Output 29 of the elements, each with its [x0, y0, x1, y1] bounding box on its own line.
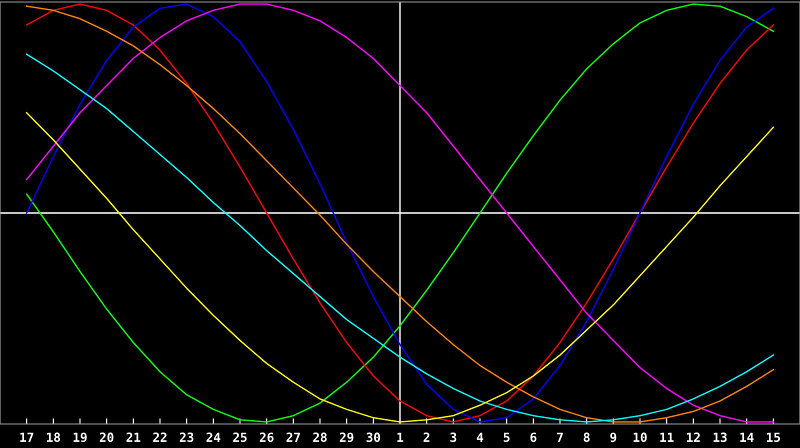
- x-tick-label: 4: [476, 432, 484, 442]
- x-tick-label: 12: [686, 432, 700, 442]
- x-tick-label: 26: [260, 432, 274, 442]
- x-tick-label: 30: [366, 432, 380, 442]
- x-tick-label: 23: [180, 432, 194, 442]
- x-tick-label: 9: [610, 432, 616, 442]
- x-tick-label: 24: [206, 432, 220, 442]
- x-tick-label: 20: [100, 432, 114, 442]
- x-tick-label: 18: [46, 432, 60, 442]
- x-tick-label: 17: [20, 432, 34, 442]
- x-tick-label: 1: [397, 432, 404, 442]
- x-tick-label: 11: [660, 432, 674, 442]
- x-tick-label: 28: [313, 432, 327, 442]
- x-tick-label: 27: [286, 432, 300, 442]
- x-tick-label: 21: [126, 432, 140, 442]
- x-tick-label: 19: [74, 432, 87, 442]
- x-tick-label: 29: [340, 432, 354, 442]
- x-tick-label: 3: [450, 432, 456, 442]
- x-tick-label: 14: [740, 432, 754, 442]
- x-tick-label: 5: [504, 432, 510, 442]
- x-tick-label: 15: [766, 432, 780, 442]
- x-tick-label: 22: [153, 432, 166, 442]
- x-tick-label: 25: [233, 432, 247, 442]
- x-tick-label: 8: [584, 432, 590, 442]
- x-tick-label: 13: [714, 432, 727, 442]
- x-tick-label: 7: [557, 432, 563, 442]
- x-tick-label: 10: [634, 432, 647, 442]
- x-tick-label: 6: [530, 432, 536, 442]
- x-tick-label: 2: [424, 432, 430, 442]
